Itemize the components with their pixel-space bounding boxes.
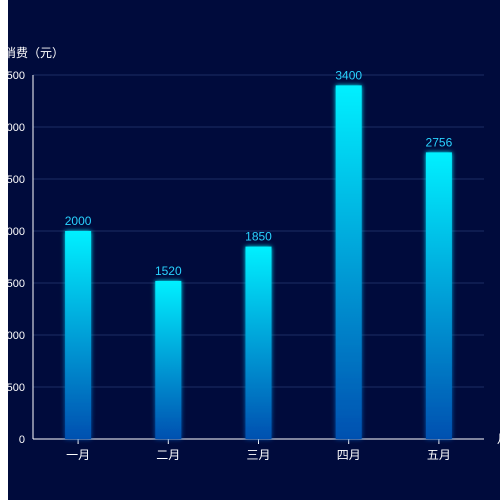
x-tick-label: 三月 [246, 448, 270, 462]
bar [245, 246, 272, 439]
y-tick-label: 2000 [1, 226, 25, 238]
y-tick-label: 3000 [1, 122, 25, 134]
y-tick-label: 3500 [1, 70, 25, 82]
x-tick-label: 一月 [66, 448, 90, 462]
data-label: 1520 [155, 264, 182, 278]
data-label: 2756 [426, 135, 453, 149]
data-label: 3400 [335, 68, 362, 82]
y-tick-label: 2500 [1, 174, 25, 186]
data-label: 2000 [65, 214, 92, 228]
x-tick-label: 五月 [427, 448, 451, 462]
y-tick-label: 1000 [1, 330, 25, 342]
bar [65, 231, 92, 439]
y-axis-title: 消费（元） [4, 46, 64, 60]
y-tick-label: 500 [7, 382, 25, 394]
axes: 0 500 1000 1500 2000 2500 3000 3500 一月 二月 三月 四月 五月 [1, 70, 484, 462]
bars [65, 85, 452, 440]
x-tick-label: 四月 [337, 448, 361, 462]
y-tick-label: 1500 [1, 278, 25, 290]
y-tick-label: 0 [19, 434, 25, 446]
bar [425, 152, 452, 439]
x-axis-title: 月 [497, 432, 500, 446]
bar [335, 85, 362, 440]
labels: 2000 1520 1850 3400 2756 [65, 68, 453, 278]
x-tick-label: 二月 [156, 448, 180, 462]
bar [155, 280, 182, 439]
data-label: 1850 [245, 230, 272, 244]
